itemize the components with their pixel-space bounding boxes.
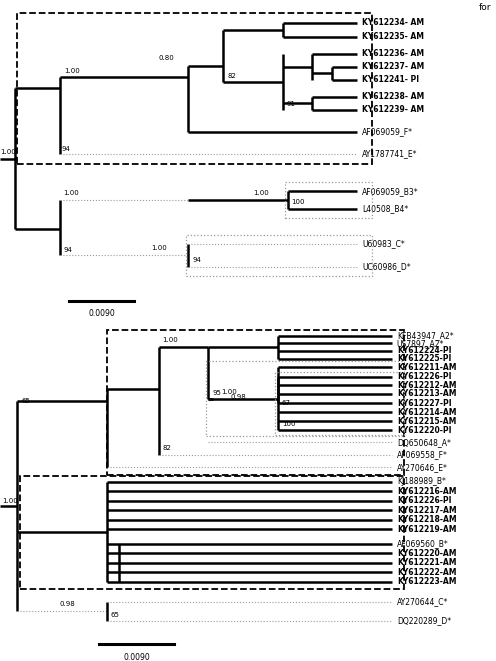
Text: KY612218-AM: KY612218-AM [397, 516, 456, 524]
Text: 67: 67 [282, 400, 291, 406]
Text: for: for [479, 3, 491, 13]
Text: KY612221-AM: KY612221-AM [397, 558, 456, 567]
Text: 0.98: 0.98 [60, 601, 75, 607]
Text: KFB43947_A2*: KFB43947_A2* [397, 331, 453, 340]
Text: 1.00: 1.00 [64, 68, 80, 74]
Text: KY612226-PI: KY612226-PI [397, 496, 451, 505]
Text: KY612226-PI: KY612226-PI [397, 372, 451, 381]
Text: 1.00: 1.00 [151, 245, 167, 251]
Text: 91: 91 [287, 101, 296, 107]
Text: 65: 65 [111, 611, 120, 617]
Text: KY612214-AM: KY612214-AM [397, 408, 456, 417]
Text: 1.00: 1.00 [163, 337, 179, 343]
Text: KY612227-PI: KY612227-PI [397, 399, 451, 408]
Text: AF069560_B*: AF069560_B* [397, 539, 448, 548]
Text: KY612216-AM: KY612216-AM [397, 487, 456, 496]
Text: KY612217-AM: KY612217-AM [397, 506, 456, 515]
Text: 94: 94 [192, 257, 201, 263]
Text: KY612215-AM: KY612215-AM [397, 417, 456, 426]
Text: KY612212-AM: KY612212-AM [397, 381, 456, 390]
Text: 1.00: 1.00 [253, 190, 269, 196]
Text: 0.98: 0.98 [231, 394, 247, 400]
Text: KY612224-PI: KY612224-PI [397, 346, 451, 356]
Text: KY612225-PI: KY612225-PI [397, 354, 451, 363]
Text: KY612241- PI: KY612241- PI [362, 75, 419, 84]
Text: KY612222-AM: KY612222-AM [397, 568, 456, 576]
Text: DQ220289_D*: DQ220289_D* [397, 617, 451, 625]
Text: 1.00: 1.00 [0, 149, 16, 155]
Text: AF069059_B3*: AF069059_B3* [362, 187, 419, 196]
Text: US7897_A2*: US7897_A2* [397, 338, 444, 348]
Text: KY612235- AM: KY612235- AM [362, 32, 424, 41]
Text: 94: 94 [63, 247, 72, 253]
Text: KJ188989_B*: KJ188989_B* [397, 477, 446, 486]
Text: DQ650648_A*: DQ650648_A* [397, 438, 451, 447]
Text: KY612234- AM: KY612234- AM [362, 19, 424, 27]
Text: AF069558_F*: AF069558_F* [397, 450, 448, 459]
Text: 1.00: 1.00 [2, 498, 18, 504]
Text: KY612237- AM: KY612237- AM [362, 62, 425, 71]
Text: AY270646_E*: AY270646_E* [397, 463, 448, 472]
Text: KY612213-AM: KY612213-AM [397, 389, 456, 399]
Text: 1.00: 1.00 [221, 389, 237, 395]
Text: AY270644_C*: AY270644_C* [397, 597, 448, 606]
Text: KY612239- AM: KY612239- AM [362, 105, 424, 114]
Text: 82: 82 [227, 73, 236, 79]
Text: UC60986_D*: UC60986_D* [362, 262, 411, 271]
Text: 95: 95 [212, 389, 221, 396]
Text: KY612211-AM: KY612211-AM [397, 363, 456, 371]
Text: 100: 100 [282, 421, 295, 427]
Text: 1.00: 1.00 [63, 190, 79, 196]
Text: KY612220-PI: KY612220-PI [397, 426, 451, 434]
Text: 0.0090: 0.0090 [88, 309, 115, 318]
Text: KY612223-AM: KY612223-AM [397, 577, 456, 586]
Text: 65: 65 [21, 398, 30, 404]
Text: U60983_C*: U60983_C* [362, 239, 405, 249]
Text: KY612236- AM: KY612236- AM [362, 50, 424, 58]
Text: 82: 82 [163, 446, 172, 451]
Text: 0.0090: 0.0090 [123, 652, 150, 661]
Text: 94: 94 [62, 146, 71, 152]
Text: 100: 100 [292, 200, 305, 206]
Text: KY612219-AM: KY612219-AM [397, 525, 456, 534]
Text: AF069059_F*: AF069059_F* [362, 127, 413, 136]
Text: KY612238- AM: KY612238- AM [362, 92, 425, 101]
Text: L40508_B4*: L40508_B4* [362, 204, 408, 214]
Text: AY1787741_E*: AY1787741_E* [362, 149, 418, 158]
Text: 0.80: 0.80 [159, 55, 175, 61]
Text: KY612220-AM: KY612220-AM [397, 549, 456, 558]
